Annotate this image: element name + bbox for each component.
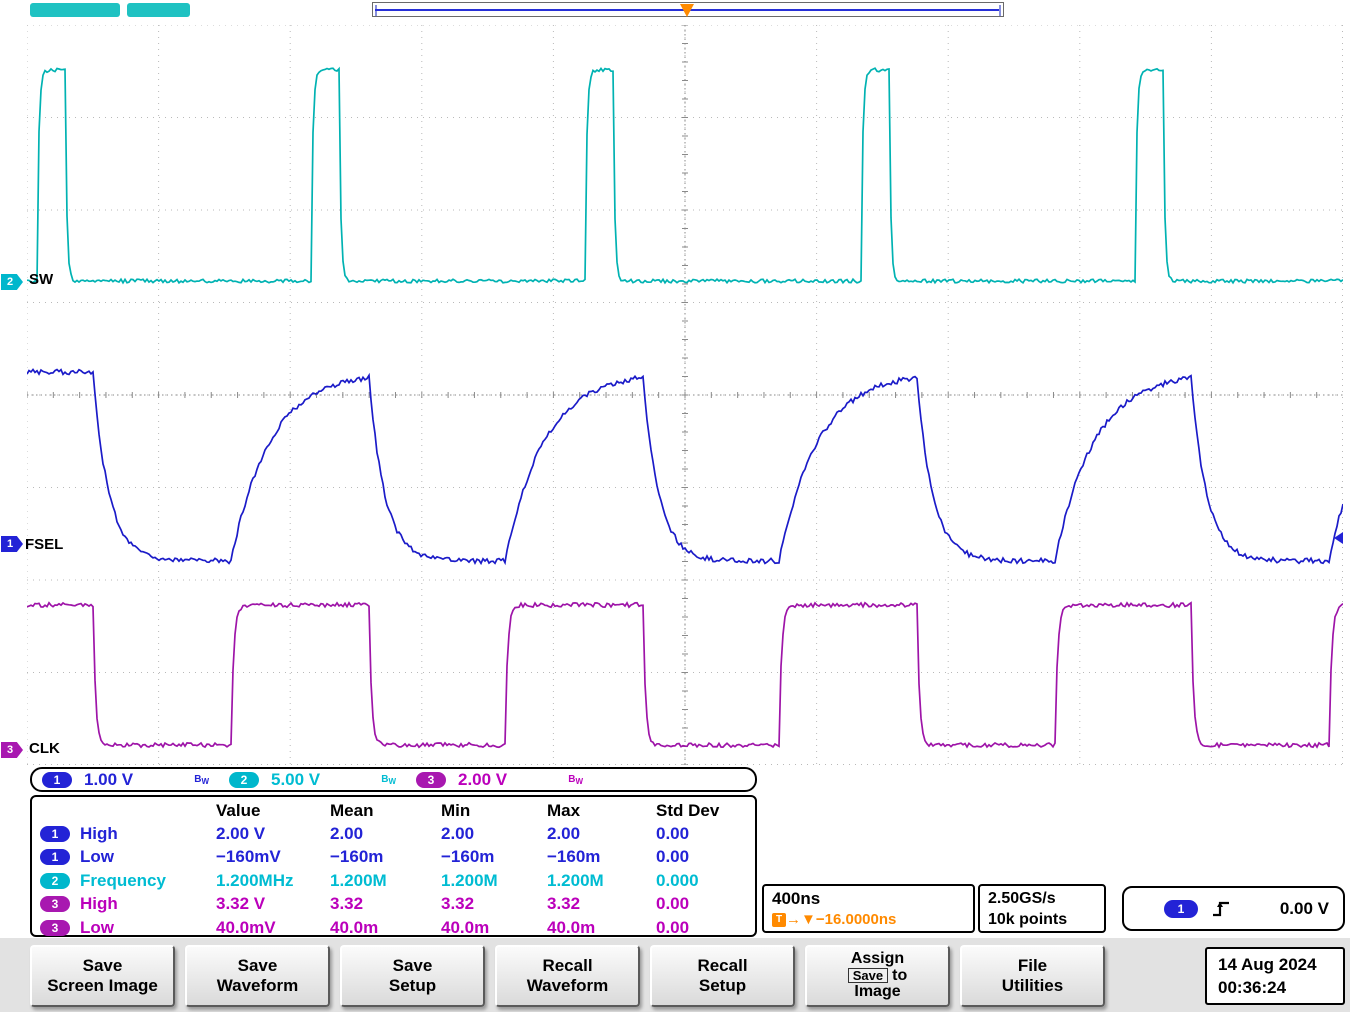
top-status-indicator-2 <box>127 3 190 17</box>
acquisition-readout: 2.50GS/s 10k points <box>978 884 1106 933</box>
measurement-row: 1 High 2.00 V 2.00 2.00 2.00 0.00 <box>40 822 755 845</box>
readout-channel-2: 2 5.00 V BW <box>229 770 416 790</box>
rising-edge-icon <box>1213 901 1229 916</box>
channel-3-badge: 3 <box>416 771 446 788</box>
record-length: 10k points <box>988 910 1068 928</box>
header-max: Max <box>547 800 581 820</box>
wave-label-sw: SW <box>29 271 54 288</box>
save-setup-button[interactable]: Save Setup <box>340 945 485 1007</box>
readout-channel-1: 1 1.00 V BW <box>42 770 229 790</box>
channel-3-badge: 3 <box>40 896 70 913</box>
channel-3-badge: 3 <box>40 919 70 936</box>
measurement-row: 3 High 3.32 V 3.32 3.32 3.32 0.00 <box>40 893 755 916</box>
bandwidth-limit-icon: BW <box>381 773 396 786</box>
waveform-fsel <box>26 368 1344 566</box>
wave-label-clk: CLK <box>29 740 60 757</box>
header-stddev: Std Dev <box>656 800 720 820</box>
channel-1-scale: 1.00 V <box>84 769 134 789</box>
channel-2-badge: 2 <box>229 771 259 788</box>
header-mean: Mean <box>330 800 374 820</box>
top-status-indicator-1 <box>30 3 120 17</box>
readout-channel-3: 3 2.00 V BW <box>416 770 603 790</box>
channel-2-badge: 2 <box>40 872 70 889</box>
waveform-display <box>26 24 1344 766</box>
file-utilities-button[interactable]: File Utilities <box>960 945 1105 1007</box>
trigger-readout: 1 0.00 V <box>1122 886 1345 931</box>
channel-1-right-arrow-icon <box>1334 532 1343 544</box>
save-waveform-button[interactable]: Save Waveform <box>185 945 330 1007</box>
measurement-row: 2 Frequency 1.200MHz 1.200M 1.200M 1.200M 0… <box>40 869 755 892</box>
channel-3-marker: 3 <box>1 742 23 758</box>
recall-setup-button[interactable]: Recall Setup <box>650 945 795 1007</box>
record-view-right-bracket <box>999 5 1001 16</box>
recall-waveform-button[interactable]: Recall Waveform <box>495 945 640 1007</box>
date-text: 14 Aug 2024 <box>1218 955 1317 974</box>
trigger-position-prefix: →▼ <box>786 911 816 928</box>
channel-2-scale: 5.00 V <box>271 769 321 789</box>
channel-1-marker: 1 <box>1 536 23 552</box>
trigger-source-badge: 1 <box>1164 899 1198 918</box>
save-screen-image-button[interactable]: Save Screen Image <box>30 945 175 1007</box>
graticule <box>26 24 1344 766</box>
assign-save-to-image-button[interactable]: Assign Save to Image <box>805 945 950 1007</box>
channel-1-badge: 1 <box>40 826 70 843</box>
datetime-box: 14 Aug 2024 00:36:24 <box>1205 947 1345 1005</box>
channel-3-scale: 2.00 V <box>458 769 508 789</box>
measurement-table: Value Mean Min Max Std Dev 1 High 2.00 V … <box>30 795 757 937</box>
bandwidth-limit-icon: BW <box>194 773 209 786</box>
trigger-flag-icon: T <box>772 912 786 927</box>
trigger-position-readout: T →▼ −16.0000ns <box>772 911 965 928</box>
measurement-row: 1 Low −160mV −160m −160m −160m 0.00 <box>40 846 755 869</box>
wave-label-fsel: FSEL <box>25 536 64 553</box>
trigger-position-value: −16.0000ns <box>815 911 897 928</box>
timebase-readout: 400ns T →▼ −16.0000ns <box>762 884 975 933</box>
header-value: Value <box>216 800 261 820</box>
waveform-sw <box>26 66 1344 285</box>
measurement-header-row: Value Mean Min Max Std Dev <box>40 799 755 822</box>
channel-2-marker: 2 <box>1 274 23 290</box>
channel-1-badge: 1 <box>42 771 72 788</box>
channel-1-badge: 1 <box>40 849 70 866</box>
channel-scale-readout-bar: 1 1.00 V BW 2 5.00 V BW 3 2.00 V BW <box>30 767 757 792</box>
waveform-clk <box>26 601 1344 749</box>
measurement-row: 3 Low 40.0mV 40.0m 40.0m 40.0m 0.00 <box>40 916 755 939</box>
header-min: Min <box>441 800 471 820</box>
trigger-position-arrow-icon <box>680 4 694 17</box>
time-text: 00:36:24 <box>1218 977 1287 997</box>
trigger-level: 0.00 V <box>1279 898 1329 918</box>
sample-rate: 2.50GS/s <box>988 890 1056 907</box>
bandwidth-limit-icon: BW <box>568 773 583 786</box>
save-chip: Save <box>847 967 889 984</box>
timebase-scale: 400ns <box>772 889 821 908</box>
